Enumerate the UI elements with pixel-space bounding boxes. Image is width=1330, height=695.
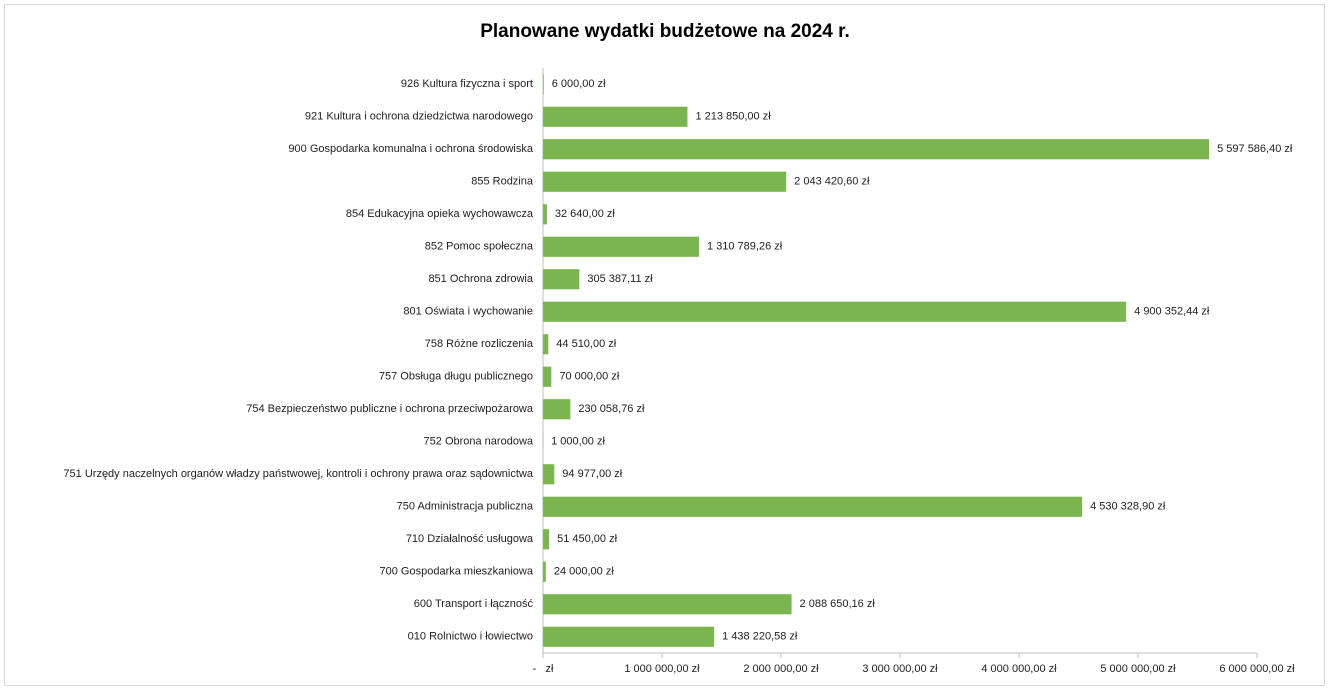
y-tick-label: 852 Pomoc społeczna [425, 241, 534, 253]
x-tick-label: - zł [533, 663, 554, 675]
y-tick-label: 926 Kultura fizyczna i sport [401, 78, 533, 90]
y-tick-label: 700 Gospodarka mieszkaniowa [380, 566, 534, 578]
bar [543, 562, 546, 582]
y-tick-label: 758 Różne rozliczenia [425, 338, 534, 350]
data-label: 1 438 220,58 zł [722, 631, 798, 643]
bar [543, 399, 570, 419]
bar [543, 334, 548, 354]
bar [543, 367, 551, 387]
bar [543, 594, 792, 614]
data-label: 2 088 650,16 zł [800, 598, 876, 610]
x-tick-label: 5 000 000,00 zł [1100, 663, 1176, 675]
bar [543, 172, 786, 192]
data-label: 4 900 352,44 zł [1134, 306, 1210, 318]
bar [543, 464, 554, 484]
y-tick-label: 710 Działalność usługowa [406, 533, 534, 545]
bar [543, 139, 1209, 159]
x-tick-label: 4 000 000,00 zł [981, 663, 1057, 675]
y-tick-label: 751 Urzędy naczelnych organów władzy pań… [63, 468, 533, 480]
x-tick-label: 6 000 000,00 zł [1219, 663, 1295, 675]
data-label: 2 043 420,60 zł [794, 176, 870, 188]
data-label: 24 000,00 zł [554, 566, 614, 578]
y-tick-label: 900 Gospodarka komunalna i ochrona środo… [288, 143, 533, 155]
data-label: 4 530 328,90 zł [1090, 501, 1166, 513]
chart-title: Planowane wydatki budżetowe na 2024 r. [480, 21, 850, 42]
bar [543, 107, 687, 127]
data-label: 230 058,76 zł [578, 403, 645, 415]
data-label: 1 213 850,00 zł [695, 111, 771, 123]
y-tick-label: 854 Edukacyjna opieka wychowawcza [346, 208, 534, 220]
data-label: 70 000,00 zł [559, 371, 619, 383]
bar [543, 529, 549, 549]
bar [543, 204, 547, 224]
y-tick-label: 855 Rodzina [471, 176, 534, 188]
x-tick-label: 1 000 000,00 zł [624, 663, 700, 675]
bar [543, 302, 1126, 322]
bar [543, 74, 544, 94]
x-tick-label: 2 000 000,00 zł [743, 663, 819, 675]
bar [543, 497, 1082, 517]
y-tick-label: 757 Obsługa długu publicznego [379, 371, 533, 383]
data-label: 305 387,11 zł [587, 273, 653, 285]
data-label: 51 450,00 zł [557, 533, 617, 545]
data-label: 1 310 789,26 zł [707, 241, 783, 253]
y-tick-label: 851 Ochrona zdrowia [428, 273, 533, 285]
data-label: 94 977,00 zł [562, 468, 622, 480]
data-label: 44 510,00 zł [556, 338, 616, 350]
data-label: 32 640,00 zł [555, 208, 615, 220]
y-tick-label: 752 Obrona narodowa [424, 436, 534, 448]
bar [543, 627, 714, 647]
y-tick-label: 801 Oświata i wychowanie [403, 306, 533, 318]
chart-border [5, 5, 1325, 686]
y-tick-label: 600 Transport i łączność [414, 598, 534, 610]
y-tick-label: 750 Administracja publiczna [397, 501, 534, 513]
y-tick-label: 754 Bezpieczeństwo publiczne i ochrona p… [246, 403, 534, 415]
y-tick-label: 921 Kultura i ochrona dziedzictwa narodo… [305, 111, 533, 123]
data-label: 5 597 586,40 zł [1217, 143, 1293, 155]
x-tick-label: 3 000 000,00 zł [862, 663, 938, 675]
data-label: 1 000,00 zł [551, 436, 605, 448]
bar [543, 237, 699, 257]
bar [543, 269, 579, 289]
y-tick-label: 010 Rolnictwo i łowiectwo [408, 631, 533, 643]
data-label: 6 000,00 zł [552, 78, 606, 90]
